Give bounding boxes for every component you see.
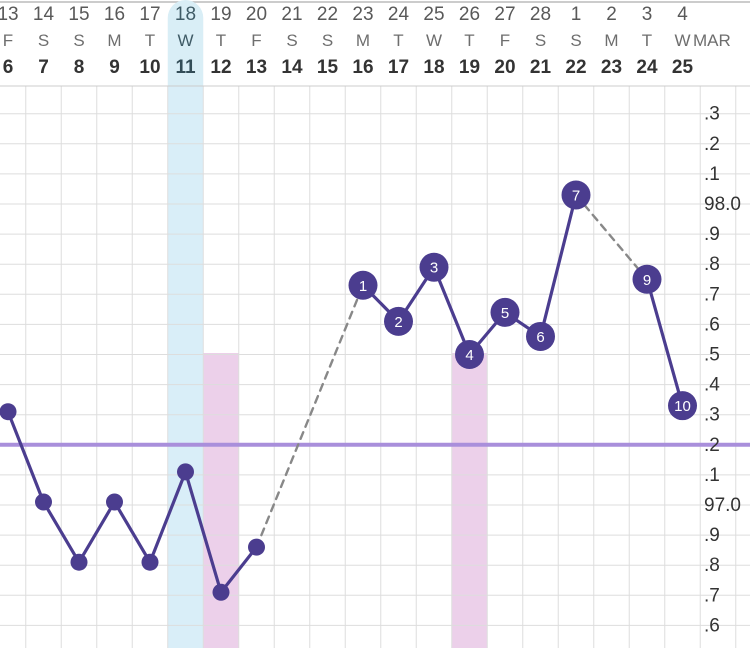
svg-text:24: 24 [388, 4, 410, 25]
svg-text:12: 12 [210, 57, 231, 78]
svg-text:.6: .6 [704, 314, 720, 335]
svg-text:S: S [73, 31, 84, 50]
svg-text:10: 10 [674, 398, 691, 415]
svg-text:F: F [500, 31, 510, 50]
svg-text:23: 23 [352, 4, 373, 25]
svg-text:.8: .8 [704, 254, 720, 275]
svg-text:28: 28 [530, 4, 551, 25]
svg-text:98.0: 98.0 [704, 194, 741, 215]
svg-text:.3: .3 [704, 405, 720, 426]
svg-text:17: 17 [388, 57, 409, 78]
svg-text:16: 16 [104, 4, 125, 25]
svg-text:4: 4 [465, 347, 473, 364]
svg-text:21: 21 [530, 57, 552, 78]
svg-text:3: 3 [642, 4, 653, 25]
svg-text:1: 1 [571, 4, 582, 25]
svg-text:22: 22 [565, 57, 586, 78]
svg-text:T: T [145, 31, 155, 50]
svg-text:97.0: 97.0 [704, 495, 741, 516]
svg-text:M: M [356, 31, 370, 50]
svg-text:7: 7 [38, 57, 49, 78]
svg-text:14: 14 [33, 4, 55, 25]
svg-text:.4: .4 [704, 375, 720, 396]
svg-text:S: S [535, 31, 546, 50]
svg-text:13: 13 [0, 4, 19, 25]
svg-text:.7: .7 [704, 585, 720, 606]
svg-text:15: 15 [317, 57, 339, 78]
svg-text:24: 24 [636, 57, 658, 78]
svg-text:.1: .1 [704, 164, 720, 185]
svg-text:4: 4 [677, 4, 688, 25]
svg-text:.2: .2 [704, 435, 720, 456]
svg-text:3: 3 [430, 260, 438, 277]
svg-text:T: T [393, 31, 403, 50]
svg-text:.8: .8 [704, 555, 720, 576]
svg-text:5: 5 [501, 305, 509, 322]
svg-text:S: S [38, 31, 49, 50]
svg-text:M: M [604, 31, 618, 50]
svg-text:.7: .7 [704, 284, 720, 305]
svg-text:9: 9 [643, 272, 651, 289]
svg-text:1: 1 [359, 278, 367, 295]
svg-text:20: 20 [494, 57, 515, 78]
svg-text:S: S [322, 31, 333, 50]
svg-text:M: M [107, 31, 121, 50]
svg-text:.9: .9 [704, 525, 720, 546]
svg-text:6: 6 [536, 329, 544, 346]
svg-text:T: T [216, 31, 226, 50]
svg-text:W: W [674, 31, 690, 50]
svg-text:.2: .2 [704, 134, 720, 155]
svg-text:9: 9 [109, 57, 120, 78]
svg-text:.9: .9 [704, 224, 720, 245]
svg-text:MAR: MAR [693, 31, 731, 50]
svg-text:F: F [251, 31, 261, 50]
svg-text:21: 21 [281, 4, 302, 25]
svg-text:15: 15 [68, 4, 89, 25]
svg-text:13: 13 [246, 57, 267, 78]
svg-text:7: 7 [572, 187, 580, 204]
svg-text:8: 8 [74, 57, 85, 78]
svg-text:6: 6 [3, 57, 14, 78]
svg-text:S: S [286, 31, 297, 50]
svg-text:22: 22 [317, 4, 338, 25]
svg-text:.3: .3 [704, 104, 720, 125]
svg-text:20: 20 [246, 4, 267, 25]
svg-text:17: 17 [139, 4, 160, 25]
svg-text:25: 25 [423, 4, 444, 25]
svg-text:27: 27 [494, 4, 515, 25]
svg-text:23: 23 [601, 57, 622, 78]
svg-text:.5: .5 [704, 345, 720, 366]
svg-text:19: 19 [459, 57, 480, 78]
svg-text:.6: .6 [704, 615, 720, 636]
svg-text:W: W [177, 31, 193, 50]
svg-text:26: 26 [459, 4, 480, 25]
svg-text:2: 2 [394, 314, 402, 331]
svg-text:F: F [3, 31, 13, 50]
svg-text:16: 16 [352, 57, 373, 78]
svg-text:S: S [570, 31, 581, 50]
svg-text:T: T [642, 31, 652, 50]
svg-text:11: 11 [175, 57, 196, 78]
svg-text:14: 14 [281, 57, 303, 78]
svg-text:T: T [464, 31, 474, 50]
svg-text:18: 18 [175, 4, 196, 25]
svg-text:18: 18 [423, 57, 444, 78]
svg-text:2: 2 [606, 4, 617, 25]
svg-text:19: 19 [210, 4, 231, 25]
svg-text:W: W [426, 31, 442, 50]
svg-text:.1: .1 [704, 465, 720, 486]
svg-text:25: 25 [672, 57, 694, 78]
svg-text:10: 10 [139, 57, 160, 78]
